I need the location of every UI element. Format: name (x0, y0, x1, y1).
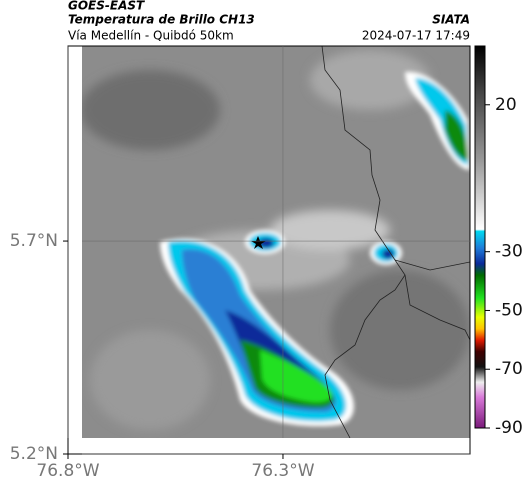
satellite-image (82, 46, 470, 438)
title: Temperatura de Brillo CH13 (68, 13, 255, 27)
x-tick-label: 76.8°W (36, 461, 99, 481)
map-margin (68, 46, 82, 454)
colorbar-tick-label: -70 (495, 359, 523, 379)
grid (67, 46, 470, 455)
colorbar-tick-label: -90 (495, 418, 523, 438)
map-margin (82, 438, 470, 454)
timestamp: 2024-07-17 17:49 (362, 29, 470, 43)
colorbar-tick-label: -50 (495, 300, 523, 320)
source: SIATA (432, 13, 470, 27)
y-tick-label: 5.2°N (10, 444, 58, 464)
colorbar-tick-label: 20 (495, 95, 517, 115)
y-tick-label: 5.7°N (10, 231, 58, 251)
marker-star (251, 236, 266, 249)
x-tick-label: 76.3°W (251, 461, 314, 481)
colorbar-tick-label: -30 (495, 242, 523, 262)
subtitle: Vía Medellín - Quibdó 50km (68, 29, 234, 43)
colorbar (474, 45, 486, 429)
border (394, 259, 470, 341)
satellite: GOES-EAST (68, 0, 145, 13)
